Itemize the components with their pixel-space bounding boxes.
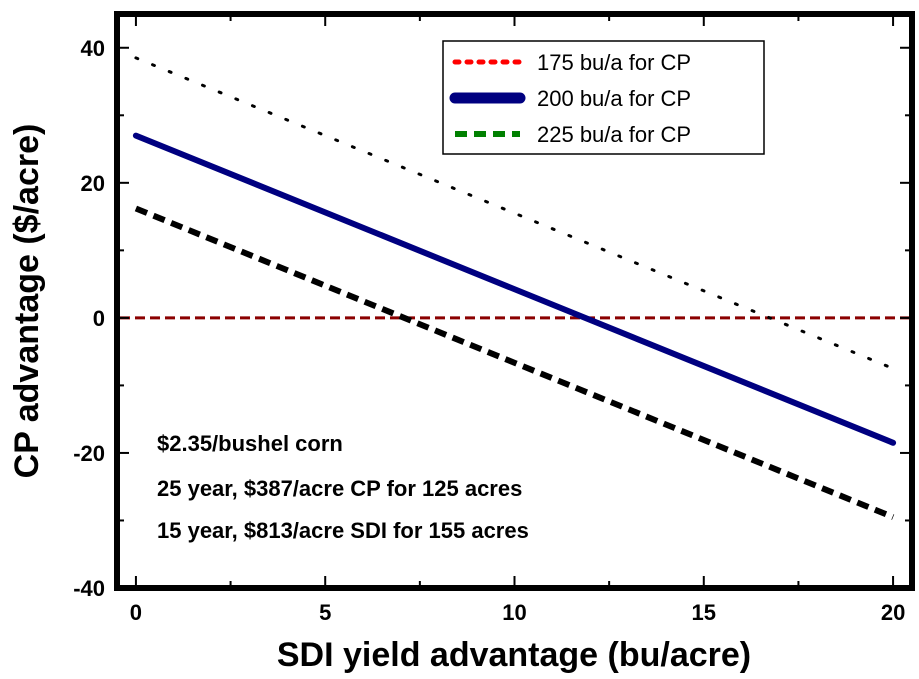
annotation-sdi-cost: 15 year, $813/acre SDI for 155 acres [157, 518, 529, 543]
x-axis-title: SDI yield advantage (bu/acre) [277, 636, 751, 674]
annotation-block: $2.35/bushel corn 25 year, $387/acre CP … [157, 431, 529, 543]
series-line-2 [134, 205, 895, 520]
legend-label-175: 175 bu/a for CP [537, 50, 691, 75]
x-tick-label-0: 0 [130, 600, 142, 625]
axis-ticks [117, 14, 912, 589]
series-line-1 [132, 132, 897, 446]
legend: 175 bu/a for CP 200 bu/a for CP 225 bu/a… [442, 40, 765, 155]
y-tick-label-2: 0 [93, 306, 105, 331]
x-tick-label-3: 15 [692, 600, 716, 625]
y-tick-label-1: -20 [73, 441, 105, 466]
annotation-cp-cost: 25 year, $387/acre CP for 125 acres [157, 476, 522, 501]
legend-label-225: 225 bu/a for CP [537, 122, 691, 147]
plot-marks [120, 56, 909, 520]
y-tick-label-3: 20 [81, 171, 105, 196]
x-tick-label-1: 5 [319, 600, 331, 625]
y-axis-title: CP advantage ($/acre) [8, 124, 46, 479]
tick-labels: 0 5 10 15 20 -40 -20 0 20 40 [73, 36, 905, 625]
y-tick-label-4: 40 [81, 36, 105, 61]
annotation-corn-price: $2.35/bushel corn [157, 431, 343, 456]
x-tick-label-2: 10 [502, 600, 526, 625]
x-tick-label-4: 20 [881, 600, 905, 625]
legend-label-200: 200 bu/a for CP [537, 86, 691, 111]
y-tick-label-0: -40 [73, 576, 105, 601]
